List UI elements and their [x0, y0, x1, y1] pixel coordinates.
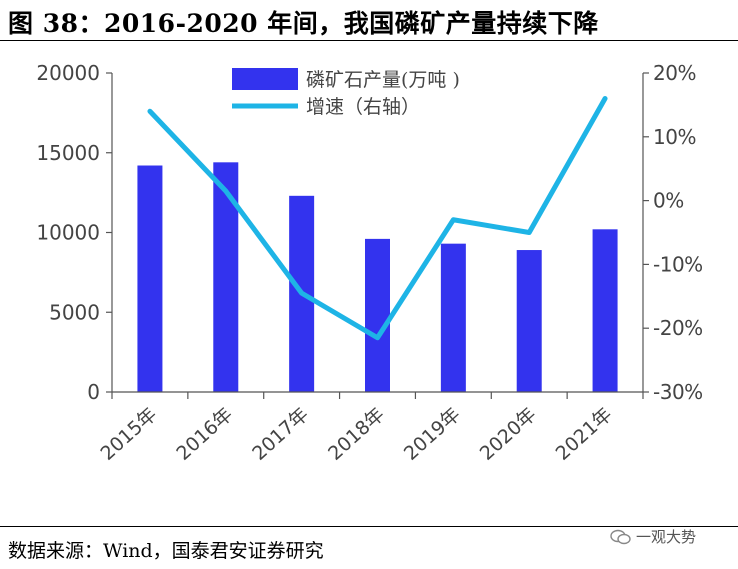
legend-label-line: 增速（右轴）	[306, 96, 420, 118]
bar-series	[137, 162, 618, 392]
y-left-tick-label: 5000	[49, 300, 100, 324]
y-right-tick-label: -20%	[653, 316, 703, 340]
chart: 0 5000 10000 15000 20000 -30% -20% -10% 0% 10% 20%…	[36, 61, 703, 465]
x-tick-label: 2020年	[476, 403, 541, 464]
y-right-tick-label: 0%	[653, 189, 684, 213]
source-rule	[0, 526, 738, 527]
bar	[365, 238, 390, 392]
x-tick-label: 2018年	[324, 403, 389, 464]
source-note: 数据来源：Wind，国泰君安证券研究	[8, 540, 324, 562]
bar	[213, 162, 239, 392]
wechat-icon	[610, 529, 631, 544]
watermark-text: 一观大势	[636, 528, 697, 546]
legend-label-bar: 磷矿石产量(万吨 )	[306, 69, 460, 91]
title-rule	[0, 40, 738, 41]
y-right-tick-label: -10%	[653, 252, 703, 276]
y-right-tick-label: 20%	[653, 61, 696, 85]
y-left-tick-label: 15000	[36, 141, 100, 165]
y-left-tick-label: 10000	[36, 221, 100, 245]
x-tick-label: 2016年	[172, 403, 237, 464]
chart-title: 图 38：2016-2020 年间，我国磷矿产量持续下降	[8, 9, 599, 38]
watermark: 一观大势	[610, 526, 696, 547]
bar	[440, 243, 466, 392]
bar	[516, 250, 542, 392]
legend: 磷矿石产量(万吨 ) 增速（右轴）	[232, 68, 460, 118]
y-right-tick-label: -30%	[653, 380, 703, 404]
legend-swatch-bar	[232, 68, 298, 90]
line-series	[147, 96, 608, 341]
x-tick-label: 2019年	[400, 403, 465, 464]
y-left-tick-label: 0	[87, 380, 100, 404]
y-right-tick-label: 10%	[653, 125, 696, 149]
x-tick-label: 2017年	[248, 403, 313, 464]
y-left-tick-label: 20000	[36, 61, 100, 85]
bar	[592, 229, 618, 392]
x-tick-label: 2021年	[552, 403, 617, 464]
bar	[137, 165, 163, 392]
x-tick-label: 2015年	[96, 403, 161, 464]
